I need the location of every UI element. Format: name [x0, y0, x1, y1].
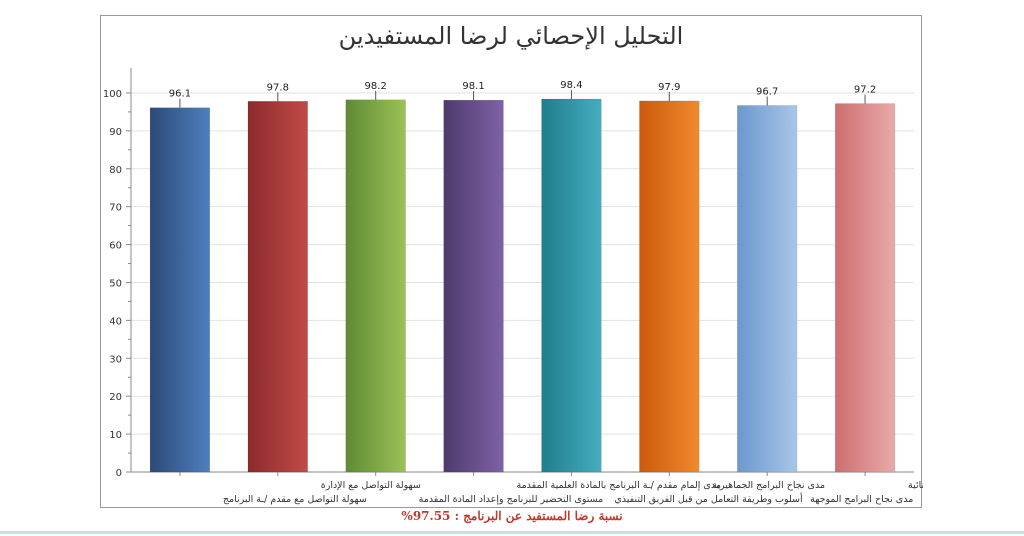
y-tick-label: 60 — [109, 241, 122, 252]
data-label: 98.1 — [462, 81, 484, 92]
bottom-divider — [0, 531, 1024, 534]
bar — [149, 107, 211, 473]
y-tick-label: 20 — [109, 392, 122, 403]
x-tick-label: أسلوب وطريقة التعامل من قبل الفريق التنف… — [614, 492, 803, 505]
y-tick-label: 100 — [103, 89, 122, 100]
x-tick-label: مدى إلمام مقدم /ـة البرنامج بالمادة العل… — [517, 480, 721, 491]
data-label: 97.8 — [267, 82, 289, 93]
data-label: 97.2 — [854, 85, 876, 96]
x-tick-label: مدى نجاح البرامج البنائية — [908, 480, 923, 491]
bar — [834, 103, 896, 473]
y-tick-label: 40 — [109, 316, 122, 327]
y-tick-label: 90 — [109, 127, 122, 138]
y-tick-label: 80 — [109, 165, 122, 176]
x-tick-label: سهولة التواصل مع الإدارة — [321, 480, 421, 491]
y-tick-label: 70 — [109, 203, 122, 214]
data-label: 98.4 — [560, 80, 582, 91]
bar — [345, 99, 406, 473]
bar — [247, 101, 308, 473]
y-tick-label: 30 — [109, 354, 122, 365]
bar — [541, 98, 602, 473]
chart-frame: التحليل الإحصائي لرضا المستفيدين 0 10 20 30… — [100, 15, 923, 508]
x-tick-label: مدى نجاح البرامج الموجهة — [810, 494, 913, 505]
data-label: 96.1 — [169, 89, 191, 100]
data-label: 96.7 — [756, 86, 778, 97]
x-tick-label: مستوى التحضير للبرنامج وإعداد المادة الم… — [419, 494, 604, 505]
y-tick-label: 0 — [116, 468, 122, 479]
chart-title: التحليل الإحصائي لرضا المستفيدين — [338, 22, 684, 50]
bar — [737, 105, 798, 473]
data-label: 98.2 — [365, 81, 387, 92]
x-tick-label: مدى نجاح البرامج الجماهيرية — [712, 480, 825, 491]
data-label: 97.9 — [658, 82, 680, 93]
bar — [639, 100, 700, 473]
y-tick-label: 50 — [109, 278, 122, 289]
bar-chart: 0 10 20 30 40 50 60 70 80 90 100 96.1 سهولة التواصل… — [103, 68, 923, 505]
satisfaction-footnote: نسبة رضا المستفيد عن البرنامج : 97.55% — [401, 509, 623, 523]
y-tick-label: 10 — [109, 430, 122, 441]
x-tick-label: سهولة التواصل مع مقدم /ـة البرنامج — [223, 494, 367, 505]
bar — [443, 99, 504, 473]
